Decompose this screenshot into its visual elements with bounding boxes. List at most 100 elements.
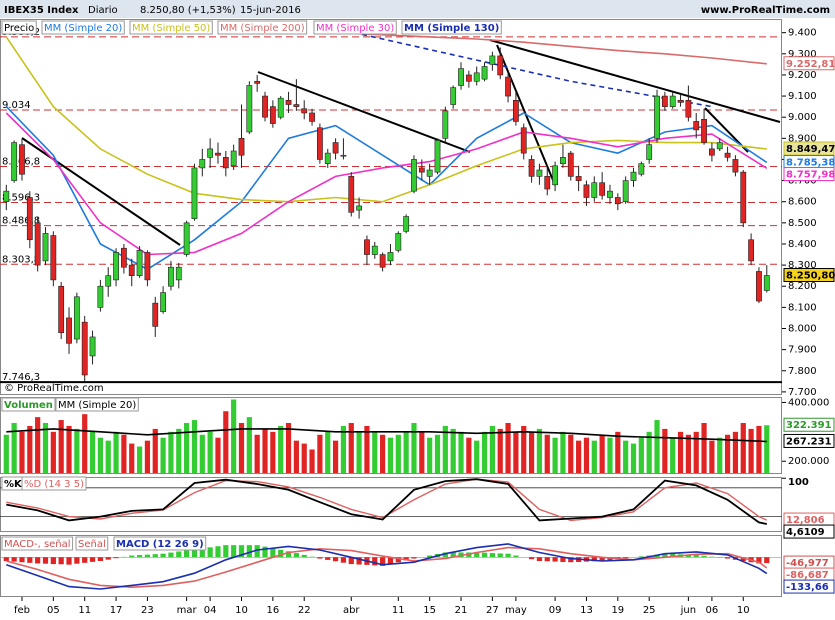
candle-body: [66, 317, 72, 344]
legend-entry: MM (Simple 130): [404, 23, 499, 34]
x-tick-label: 10: [235, 605, 248, 616]
candle-body: [379, 254, 386, 268]
histogram-bar: [764, 557, 770, 564]
volume-bar: [599, 434, 605, 473]
candle-body: [309, 112, 315, 122]
volume-bar: [11, 423, 17, 473]
last-value-label: 322.391: [786, 420, 832, 431]
header-last: 8.250,80 (+1,53%): [140, 5, 236, 16]
legend-entry-box: [217, 20, 308, 35]
volume-bar: [74, 428, 80, 473]
volume-bar: [427, 437, 433, 473]
volume-bar: [293, 440, 299, 473]
last-value-label: -133,66: [786, 582, 829, 593]
volume-panel: [0, 397, 782, 474]
volume-bar: [372, 431, 378, 473]
y-tick-label: 9.100: [788, 91, 817, 102]
volume-bar: [717, 437, 723, 473]
histogram-bar: [411, 557, 417, 559]
volume-bar: [677, 431, 684, 473]
volume-bar: [129, 443, 135, 473]
trend-line: [489, 39, 781, 123]
candle-body: [763, 275, 770, 291]
histogram-bar: [168, 552, 174, 558]
candle-body: [465, 74, 472, 82]
candle-body: [113, 252, 119, 281]
x-tick-label: jun: [680, 605, 696, 616]
moving-average: [335, 31, 767, 65]
volume-bar: [411, 423, 417, 473]
x-tick-label: 23: [141, 605, 154, 616]
histogram-bar: [285, 551, 292, 558]
volume-bar: [58, 420, 64, 473]
candle-body: [246, 85, 253, 133]
histogram-bar: [348, 557, 354, 565]
volume-bar: [693, 431, 699, 473]
volume-bar: [505, 423, 511, 473]
candle-body: [324, 152, 331, 164]
legend-entry-box: [55, 397, 139, 412]
x-tick-label: 15: [423, 605, 436, 616]
histogram-bar: [325, 557, 331, 560]
x-tick-label: abr: [343, 605, 360, 616]
histogram-bar: [505, 553, 511, 558]
y-tick-label: 9.400: [788, 28, 817, 39]
x-tick-label: mar: [177, 605, 198, 616]
last-value-label: -46,977: [786, 558, 829, 569]
level-label: 9.034: [2, 100, 31, 111]
x-tick-label: 11: [78, 605, 91, 616]
volume-bar: [630, 443, 637, 473]
legend-label-box: [1, 397, 56, 412]
candle-body: [536, 169, 543, 177]
candle-body: [583, 184, 590, 198]
candle-body: [316, 127, 323, 160]
volume-bar: [285, 423, 292, 473]
candle-body: [19, 144, 25, 175]
histogram-bar: [536, 557, 543, 561]
last-value-box: [783, 56, 835, 71]
histogram-bar: [144, 554, 151, 558]
volume-bar: [497, 428, 503, 473]
last-value-label: 8.250,80: [786, 271, 835, 282]
histogram-bar: [756, 557, 762, 564]
histogram-bar: [11, 557, 17, 562]
stoch-panel: [0, 477, 782, 532]
y-tick-label: 8.900: [788, 133, 817, 144]
volume-bar: [662, 428, 668, 473]
histogram-bar: [82, 557, 88, 563]
candle-body: [458, 68, 464, 86]
volume-bar: [764, 425, 770, 473]
stoch-line: [6, 478, 767, 525]
candle-body: [520, 127, 527, 154]
candle-body: [599, 182, 606, 196]
candle-body: [560, 157, 566, 164]
histogram-bar: [427, 555, 433, 558]
volume-bar: [544, 434, 550, 473]
candle-body: [716, 142, 723, 150]
y-tick-label: 7.800: [788, 366, 817, 377]
candle-body: [199, 159, 206, 169]
histogram-bar: [66, 557, 72, 565]
volume-bar: [168, 431, 174, 473]
volume-bar: [3, 434, 9, 473]
macd-panel: [0, 535, 782, 597]
x-tick-label: 09: [549, 605, 562, 616]
candle-body: [371, 245, 378, 255]
candle-body: [654, 95, 660, 139]
candle-body: [552, 165, 558, 186]
candle-body: [11, 142, 18, 181]
histogram-bar: [129, 555, 135, 558]
candle-body: [591, 182, 598, 198]
histogram-bar: [254, 545, 260, 558]
histogram-bar: [309, 556, 315, 558]
volume-bar: [732, 431, 739, 473]
level-label: 8.596,3: [2, 192, 40, 203]
candle-body: [677, 99, 684, 103]
y-tick-label: 200.000: [788, 456, 829, 467]
candle-body: [332, 142, 339, 154]
histogram-bar: [89, 557, 96, 562]
volume-bar: [50, 431, 56, 473]
y-tick-label: 400.000: [788, 397, 829, 408]
last-value-label: 267.231: [786, 436, 832, 447]
volume-bar: [568, 434, 574, 473]
